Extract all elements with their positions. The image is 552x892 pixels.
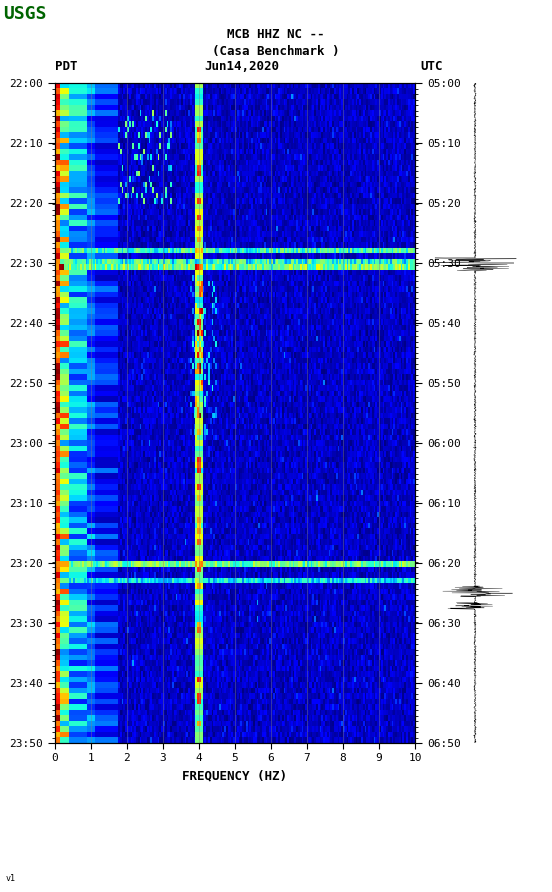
Text: UTC: UTC — [421, 61, 443, 73]
Text: USGS: USGS — [3, 5, 46, 23]
Text: MCB HHZ NC --: MCB HHZ NC -- — [227, 29, 325, 42]
X-axis label: FREQUENCY (HZ): FREQUENCY (HZ) — [183, 769, 288, 782]
Text: Jun14,2020: Jun14,2020 — [204, 61, 279, 73]
Text: v1: v1 — [6, 874, 15, 883]
Text: (Casa Benchmark ): (Casa Benchmark ) — [213, 45, 339, 59]
Text: PDT: PDT — [55, 61, 77, 73]
